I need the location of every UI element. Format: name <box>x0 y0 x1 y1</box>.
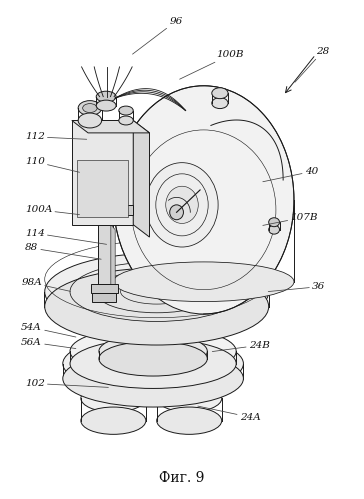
Ellipse shape <box>146 163 218 247</box>
Ellipse shape <box>212 88 228 99</box>
Ellipse shape <box>113 86 294 314</box>
Polygon shape <box>133 120 150 237</box>
Ellipse shape <box>78 101 102 116</box>
Ellipse shape <box>45 253 269 330</box>
Polygon shape <box>72 120 150 133</box>
Ellipse shape <box>70 339 236 388</box>
Bar <box>91 284 118 293</box>
Ellipse shape <box>170 205 183 220</box>
Ellipse shape <box>81 407 146 434</box>
Ellipse shape <box>83 104 97 113</box>
Text: 107B: 107B <box>263 213 318 226</box>
Bar <box>72 120 133 225</box>
Ellipse shape <box>212 98 228 109</box>
Ellipse shape <box>45 268 269 345</box>
Text: 56A: 56A <box>21 338 76 348</box>
Text: 54A: 54A <box>21 323 76 337</box>
Bar <box>92 293 116 301</box>
Text: 28: 28 <box>295 47 329 82</box>
Text: 114: 114 <box>25 229 107 245</box>
Text: Фиг. 9: Фиг. 9 <box>159 471 205 485</box>
Text: 102: 102 <box>25 379 108 388</box>
Bar <box>111 205 132 215</box>
Text: 112: 112 <box>25 132 87 141</box>
Text: 100B: 100B <box>180 50 244 79</box>
Ellipse shape <box>96 100 116 111</box>
Ellipse shape <box>157 407 222 434</box>
Text: 40: 40 <box>263 167 318 182</box>
Ellipse shape <box>99 341 207 376</box>
Bar <box>98 225 111 284</box>
Text: 36: 36 <box>268 282 325 291</box>
Ellipse shape <box>78 113 102 128</box>
Bar <box>77 160 128 217</box>
Ellipse shape <box>99 334 207 369</box>
Text: 24A: 24A <box>198 406 261 422</box>
Ellipse shape <box>119 106 133 115</box>
Ellipse shape <box>269 218 280 227</box>
Ellipse shape <box>63 350 244 407</box>
Text: 88: 88 <box>25 244 101 259</box>
Ellipse shape <box>70 326 236 376</box>
Ellipse shape <box>269 225 280 234</box>
Ellipse shape <box>63 335 244 392</box>
Text: 24B: 24B <box>212 341 270 351</box>
Polygon shape <box>111 225 115 289</box>
Ellipse shape <box>166 186 198 224</box>
Text: 96: 96 <box>132 17 183 54</box>
Ellipse shape <box>96 91 116 102</box>
Ellipse shape <box>119 116 133 125</box>
Text: 98A: 98A <box>21 278 71 291</box>
Ellipse shape <box>157 385 222 412</box>
Text: 110: 110 <box>25 157 79 172</box>
Ellipse shape <box>113 262 294 301</box>
Ellipse shape <box>81 385 146 412</box>
Text: 100A: 100A <box>25 205 79 215</box>
